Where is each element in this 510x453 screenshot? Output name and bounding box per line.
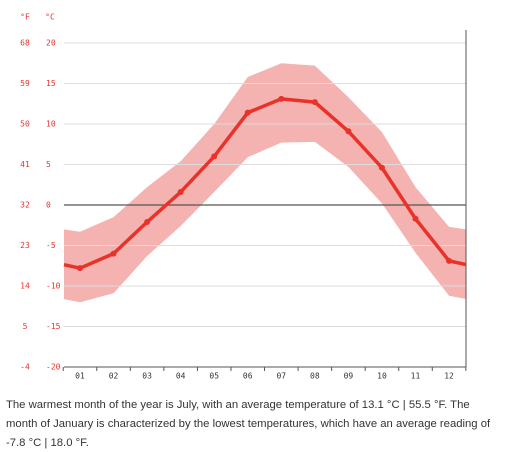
x-tick-label: 04	[176, 372, 186, 381]
y2-tick-label: 5	[23, 322, 28, 331]
point	[412, 215, 419, 222]
y-tick-label: -20	[46, 363, 61, 372]
x-tick-label: 12	[444, 372, 454, 381]
x-tick-label: 09	[344, 372, 354, 381]
point	[345, 128, 352, 135]
point	[244, 109, 251, 116]
y-tick-label: 20	[46, 39, 56, 48]
avg-line	[79, 97, 451, 270]
point	[110, 250, 117, 257]
x-tick-label: 08	[310, 372, 320, 381]
point	[211, 153, 218, 160]
point	[77, 265, 83, 272]
x-tick-label: 02	[109, 372, 119, 381]
x-tick-label: 06	[243, 372, 253, 381]
y2-tick-label: 14	[20, 282, 30, 291]
y-tick-label: -15	[46, 322, 61, 331]
point	[144, 219, 151, 226]
x-tick-label: 03	[142, 372, 152, 381]
y-tick-label: 5	[46, 160, 51, 169]
x-tick-label: 10	[377, 372, 387, 381]
y2-tick-label: 68	[20, 39, 30, 48]
x-tick-label: 05	[209, 372, 219, 381]
point	[278, 95, 285, 102]
y-axis-label: °C	[45, 13, 55, 22]
y2-tick-label: -4	[20, 363, 30, 372]
y-tick-label: -10	[46, 282, 61, 291]
description: The warmest month of the year is July, w…	[6, 399, 491, 449]
y2-tick-label: 23	[20, 241, 30, 250]
y2-tick-label: 32	[20, 201, 30, 210]
point	[446, 257, 453, 264]
point	[177, 189, 184, 196]
y-tick-label: 10	[46, 120, 56, 129]
y2-tick-label: 50	[20, 120, 30, 129]
y-tick-label: 0	[46, 201, 51, 210]
x-tick-label: 07	[276, 372, 286, 381]
y2-tick-label: 59	[20, 79, 30, 88]
y2-axis-label: °F	[20, 13, 30, 22]
range-band	[64, 63, 466, 303]
chart: °F °C-20-15-10-505101520-4514233241505968…	[20, 13, 467, 381]
x-tick-label: 11	[411, 372, 421, 381]
x-tick-label: 01	[75, 372, 85, 381]
y-tick-label: -5	[46, 241, 56, 250]
point	[378, 164, 385, 171]
y2-tick-label: 41	[20, 160, 30, 169]
point	[311, 99, 318, 106]
y-tick-label: 15	[46, 79, 56, 88]
